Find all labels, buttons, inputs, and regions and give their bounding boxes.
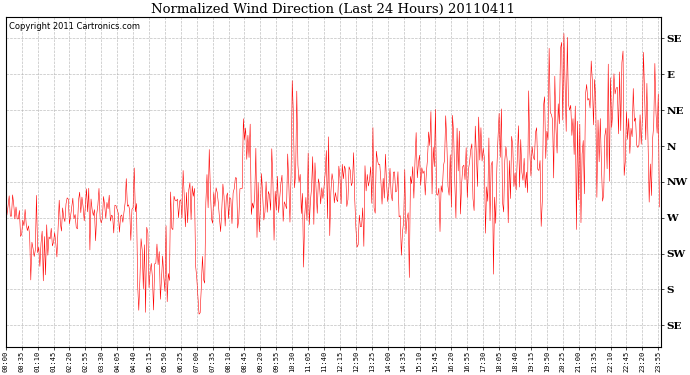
Title: Normalized Wind Direction (Last 24 Hours) 20110411: Normalized Wind Direction (Last 24 Hours… <box>151 3 515 16</box>
Text: Copyright 2011 Cartronics.com: Copyright 2011 Cartronics.com <box>9 22 140 31</box>
